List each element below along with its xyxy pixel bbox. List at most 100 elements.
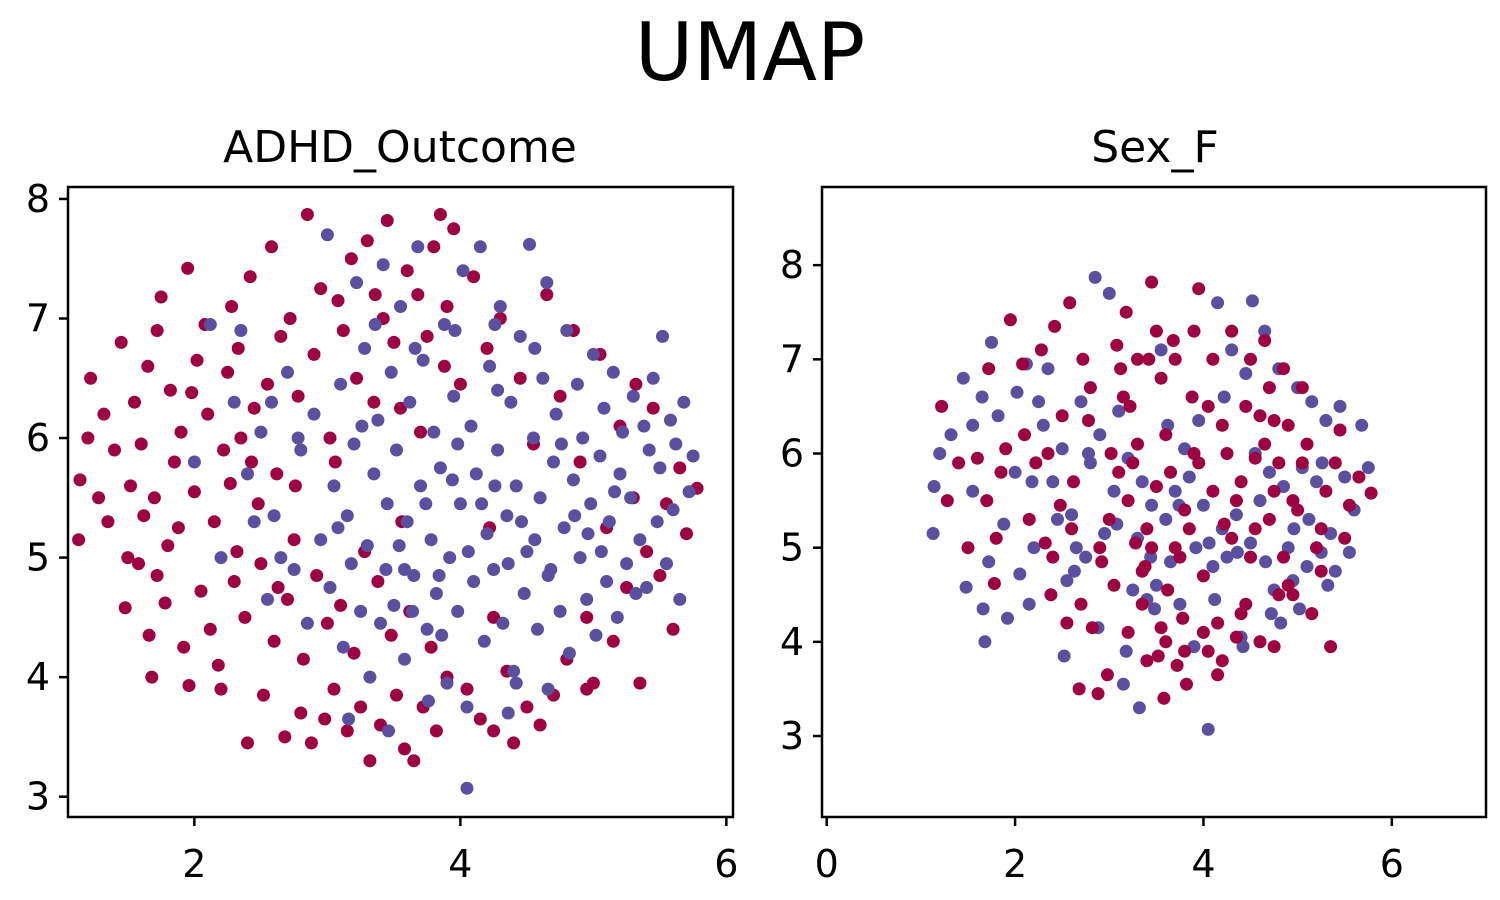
scatter-point bbox=[473, 712, 487, 726]
scatter-point bbox=[677, 395, 691, 409]
scatter-point bbox=[158, 596, 172, 610]
scatter-point bbox=[121, 551, 135, 565]
scatter-point bbox=[174, 425, 188, 439]
scatter-point bbox=[437, 359, 451, 373]
scatter-point bbox=[1142, 352, 1156, 366]
scatter-point bbox=[72, 533, 86, 547]
scatter-point bbox=[167, 455, 181, 469]
scatter-point bbox=[142, 628, 156, 642]
scatter-point bbox=[608, 485, 622, 499]
x-tick-label: 0 bbox=[815, 842, 839, 886]
scatter-point bbox=[1112, 404, 1126, 418]
scatter-point bbox=[447, 222, 461, 236]
scatter-point bbox=[488, 318, 502, 331]
scatter-point bbox=[429, 724, 443, 738]
scatter-point bbox=[288, 479, 302, 493]
scatter-point bbox=[1145, 541, 1159, 555]
scatter-point bbox=[1277, 550, 1290, 564]
scatter-point bbox=[1091, 687, 1105, 701]
scatter-point bbox=[344, 252, 358, 266]
scatter-point bbox=[387, 598, 401, 612]
scatter-point bbox=[398, 652, 411, 666]
scatter-point bbox=[1072, 682, 1086, 696]
scatter-point bbox=[584, 497, 598, 511]
x-tick-label: 4 bbox=[448, 842, 472, 886]
scatter-point bbox=[390, 688, 403, 702]
scatter-point bbox=[1083, 381, 1097, 395]
scatter-point bbox=[1189, 541, 1203, 555]
scatter-point bbox=[376, 258, 390, 272]
scatter-point bbox=[517, 587, 531, 600]
scatter-point bbox=[980, 494, 994, 508]
scatter-point bbox=[586, 347, 600, 361]
scatter-point bbox=[1016, 357, 1030, 371]
scatter-point bbox=[336, 324, 350, 337]
scatter-point bbox=[1192, 282, 1206, 296]
scatter-point bbox=[1178, 644, 1192, 658]
scatter-point bbox=[367, 467, 381, 481]
scatter-point bbox=[1093, 428, 1107, 442]
scatter-point bbox=[429, 587, 443, 600]
scatter-point bbox=[1258, 437, 1272, 451]
scatter-point bbox=[1206, 560, 1220, 573]
scatter-point bbox=[1107, 484, 1121, 498]
scatter-point bbox=[666, 622, 680, 636]
scatter-point bbox=[1277, 362, 1290, 376]
scatter-point bbox=[620, 557, 634, 571]
y-tick-label: 6 bbox=[780, 432, 804, 476]
scatter-point bbox=[1293, 602, 1306, 616]
scatter-point bbox=[1361, 461, 1375, 475]
scatter-point bbox=[245, 455, 258, 469]
scatter-point bbox=[994, 465, 1008, 479]
scatter-point bbox=[970, 451, 984, 465]
panel-sex-f: Sex_F 0 2 4 6 3 4 5 6 7 8 bbox=[780, 122, 1488, 886]
scatter-point bbox=[384, 365, 398, 379]
scatter-point bbox=[576, 431, 590, 445]
scatter-point bbox=[629, 587, 643, 600]
scatter-point bbox=[1234, 607, 1248, 621]
scatter-point bbox=[267, 509, 281, 523]
scatter-point bbox=[602, 515, 616, 529]
scatter-point bbox=[487, 724, 501, 738]
scatter-point bbox=[271, 581, 285, 594]
scatter-point bbox=[613, 467, 627, 481]
scatter-point bbox=[400, 515, 414, 529]
scatter-point bbox=[1085, 621, 1099, 635]
scatter-point bbox=[300, 616, 314, 630]
scatter-point bbox=[177, 640, 191, 654]
scatter-point bbox=[1135, 597, 1149, 611]
scatter-point bbox=[92, 491, 106, 505]
scatter-point bbox=[294, 443, 308, 457]
scatter-point bbox=[424, 640, 438, 654]
scatter-point bbox=[637, 419, 651, 433]
scatter-point bbox=[427, 425, 441, 439]
scatter-point bbox=[1079, 550, 1093, 564]
scatter-point bbox=[281, 592, 294, 606]
scatter-point bbox=[549, 407, 563, 421]
scatter-point bbox=[1229, 494, 1243, 508]
scatter-point bbox=[254, 425, 268, 439]
scatter-point bbox=[194, 584, 208, 598]
scatter-point bbox=[509, 676, 523, 690]
scatter-point bbox=[347, 437, 361, 451]
scatter-point bbox=[1065, 508, 1079, 522]
scatter-point bbox=[553, 389, 567, 403]
scatter-point bbox=[1157, 691, 1171, 705]
scatter-point bbox=[991, 409, 1005, 423]
scatter-point bbox=[137, 509, 151, 523]
scatter-point bbox=[407, 569, 421, 582]
scatter-point bbox=[1187, 324, 1201, 338]
scatter-point bbox=[1159, 428, 1173, 442]
scatter-point bbox=[1262, 465, 1276, 479]
scatter-point bbox=[1333, 423, 1347, 437]
scatter-point bbox=[363, 754, 377, 768]
scatter-point bbox=[1166, 334, 1180, 347]
scatter-point bbox=[580, 592, 594, 606]
scatter-point bbox=[483, 359, 497, 373]
scatter-point bbox=[1267, 414, 1281, 427]
scatter-point bbox=[214, 551, 228, 565]
scatter-point bbox=[1239, 399, 1253, 413]
scatter-point bbox=[274, 329, 288, 343]
scatter-point bbox=[1025, 475, 1039, 489]
scatter-point bbox=[1151, 649, 1165, 663]
